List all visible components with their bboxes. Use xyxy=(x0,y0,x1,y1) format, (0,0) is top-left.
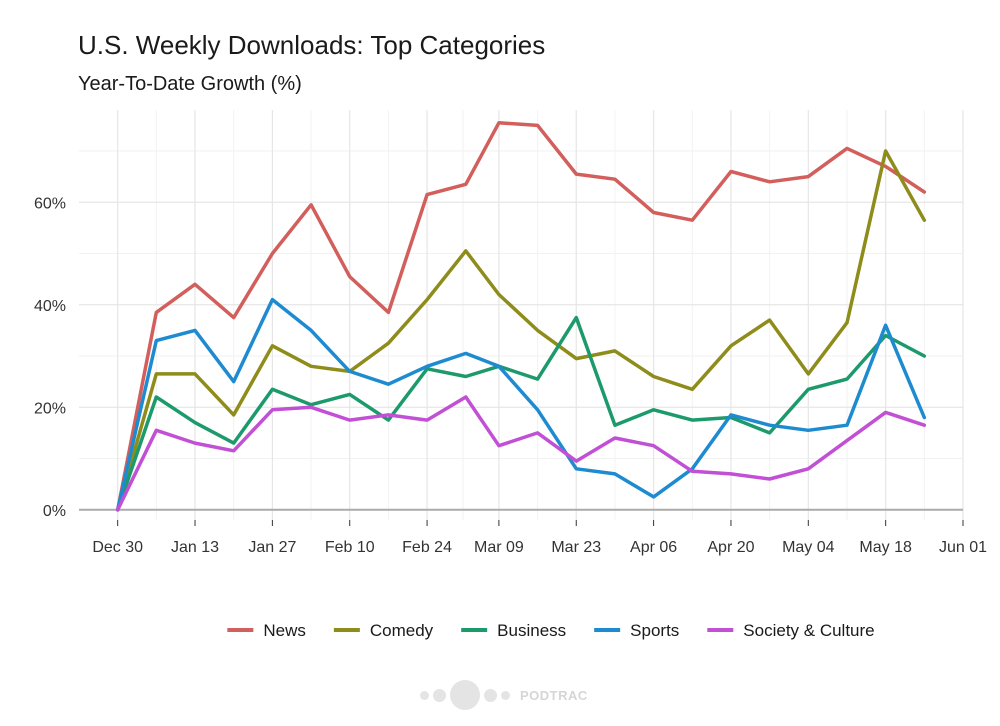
series-lines xyxy=(115,121,927,512)
chart-subtitle: Year-To-Date Growth (%) xyxy=(78,73,302,95)
legend: News Comedy Business Sports Society & Cultur… xyxy=(227,621,875,640)
chart-title: U.S. Weekly Downloads: Top Categories xyxy=(78,30,546,60)
legend-label-comedy: Comedy xyxy=(370,621,434,640)
logo-dot-icon xyxy=(420,690,429,700)
logo-circle-icon xyxy=(450,680,480,710)
x-tick-label: Apr 06 xyxy=(630,539,677,556)
series-line-sports xyxy=(115,297,927,512)
x-tick-label: Dec 30 xyxy=(92,539,143,556)
x-tick-label: Feb 10 xyxy=(325,539,375,556)
x-tick-label: Mar 23 xyxy=(551,539,601,556)
series-line-society-culture xyxy=(115,395,927,512)
watermark-text: PODTRAC xyxy=(520,687,588,703)
x-tick-label: Mar 09 xyxy=(474,539,524,556)
x-tick-label: Feb 24 xyxy=(402,539,452,556)
legend-label-society-culture: Society & Culture xyxy=(743,621,874,640)
series-line-comedy xyxy=(115,149,927,512)
axes: Dec 30 Jan 13 Jan 27 Feb 10 Feb 24 Mar 09 Mar … xyxy=(34,195,987,556)
y-tick-label: 60% xyxy=(34,195,66,212)
x-tick-label: May 04 xyxy=(782,539,835,556)
legend-label-news: News xyxy=(263,621,306,640)
legend-label-business: Business xyxy=(497,621,566,640)
y-tick-label: 20% xyxy=(34,400,66,417)
podtrac-watermark: PODTRAC xyxy=(420,680,588,710)
logo-dot-icon xyxy=(501,690,510,700)
series-line-news xyxy=(115,121,927,512)
logo-dot-icon xyxy=(433,688,446,702)
x-tick-label: Jan 27 xyxy=(248,539,296,556)
x-tick-label: Apr 20 xyxy=(707,539,754,556)
legend-label-sports: Sports xyxy=(630,621,679,640)
x-tick-label: Jan 13 xyxy=(171,539,219,556)
logo-dot-icon xyxy=(484,688,497,702)
y-tick-label: 0% xyxy=(43,503,66,520)
x-tick-label: Jun 01 xyxy=(939,539,987,556)
series-line-business xyxy=(115,315,927,512)
y-tick-label: 40% xyxy=(34,298,66,315)
x-tick-label: May 18 xyxy=(859,539,912,556)
